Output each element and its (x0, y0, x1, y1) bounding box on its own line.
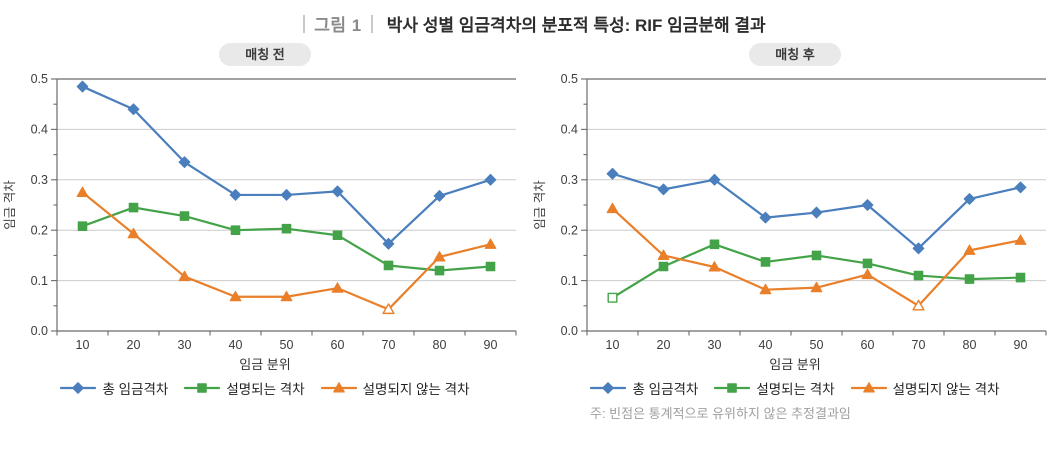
x-axis-tick-labels: 10 20 30 40 50 60 70 80 90 (76, 338, 498, 352)
legend-item-unexplained: 설명되지 않는 격차 (320, 378, 470, 398)
y-axis-tick-labels: 0.0 0.1 0.2 0.3 0.4 0.5 (31, 72, 48, 338)
legend-label-unexplained: 설명되지 않는 격차 (892, 382, 1000, 397)
title-divider-left (303, 14, 306, 33)
svg-text:20: 20 (127, 338, 141, 352)
y-axis-title: 임금 격차 (533, 180, 547, 230)
gridlines (57, 128, 516, 282)
total-gap-diamond-marker-icon (60, 382, 97, 394)
y-axis-title: 임금 격차 (3, 180, 17, 230)
x-axis-ticks (586, 331, 1047, 336)
explained-gap-square-marker-icon (184, 383, 221, 393)
unexplained-gap-triangle-marker-icon (320, 382, 357, 393)
y-axis-ticks (581, 78, 587, 332)
svg-text:0.2: 0.2 (31, 223, 48, 237)
x-axis-title-after: 임금 분위 (769, 357, 821, 372)
legend-label-total: 총 임금격차 (632, 382, 699, 397)
line-chart-after-matching: 0.0 0.1 0.2 0.3 0.4 0.5 10 20 30 40 50 60 70 80 90 임금 격… (533, 72, 1047, 352)
legend-item-explained: 설명되는 격차 (714, 378, 835, 398)
svg-text:50: 50 (280, 338, 294, 352)
svg-text:40: 40 (229, 338, 243, 352)
series-markers-explained (77, 202, 496, 276)
legend-label-unexplained: 설명되지 않는 격차 (362, 382, 470, 397)
svg-text:70: 70 (912, 338, 926, 352)
y-axis-tick-labels: 0.0 0.1 0.2 0.3 0.4 0.5 (561, 72, 578, 338)
svg-text:60: 60 (861, 338, 875, 352)
svg-text:80: 80 (433, 338, 447, 352)
svg-text:70: 70 (382, 338, 396, 352)
chart-panel-before-matching: 매칭 전 0.0 0.1 0.2 0.3 0.4 0.5 10 20 30 40 50 60 70 80 9… (0, 43, 530, 422)
legend-item-total: 총 임금격차 (60, 378, 168, 398)
svg-text:10: 10 (76, 338, 90, 352)
line-chart-before-matching: 0.0 0.1 0.2 0.3 0.4 0.5 10 20 30 40 50 60 70 80 90 임금 격… (3, 72, 517, 352)
svg-text:0.0: 0.0 (31, 324, 48, 338)
svg-text:60: 60 (331, 338, 345, 352)
series-markers-explained (607, 239, 1026, 303)
svg-text:0.5: 0.5 (561, 72, 578, 86)
svg-text:0.3: 0.3 (31, 173, 48, 187)
svg-text:20: 20 (657, 338, 671, 352)
svg-text:40: 40 (759, 338, 773, 352)
total-gap-diamond-marker-icon (590, 382, 627, 394)
svg-text:30: 30 (708, 338, 722, 352)
unexplained-gap-triangle-marker-icon (850, 382, 887, 393)
svg-text:0.1: 0.1 (31, 274, 48, 288)
panel-badge-after: 매칭 후 (749, 43, 841, 66)
svg-text:0.0: 0.0 (561, 324, 578, 338)
figure-number-label: 그림 1 (314, 16, 362, 35)
svg-text:0.4: 0.4 (31, 123, 48, 137)
panel-badge-before: 매칭 전 (219, 43, 311, 66)
svg-text:90: 90 (484, 338, 498, 352)
legend-after: 총 임금격차 설명되는 격차 설명되지 않는 격차 (590, 378, 1000, 398)
legend-item-unexplained: 설명되지 않는 격차 (850, 378, 1000, 398)
series-markers-total (76, 80, 497, 250)
x-axis-title-before: 임금 분위 (239, 357, 291, 372)
figure-title-row: 그림 1 박사 성별 임금격차의 분포적 특성: RIF 임금분해 결과 (0, 0, 1060, 36)
svg-text:90: 90 (1014, 338, 1028, 352)
legend-item-total: 총 임금격차 (590, 378, 698, 398)
y-axis-ticks (51, 78, 57, 332)
series-markers-unexplained (606, 202, 1027, 311)
footnote: 주: 빈점은 통계적으로 유위하지 않은 추정결과임 (590, 406, 851, 421)
legend-label-total: 총 임금격차 (102, 382, 169, 397)
svg-text:50: 50 (810, 338, 824, 352)
svg-text:0.4: 0.4 (561, 123, 578, 137)
x-axis-ticks (56, 331, 517, 336)
charts-row: 매칭 전 0.0 0.1 0.2 0.3 0.4 0.5 10 20 30 40 50 60 70 80 9… (0, 43, 1060, 422)
svg-text:80: 80 (963, 338, 977, 352)
legend-label-explained: 설명되는 격차 (756, 382, 835, 397)
chart-panel-after-matching: 매칭 후 0.0 0.1 0.2 0.3 0.4 0.5 10 20 30 40 50 60 70 80 9… (530, 43, 1060, 422)
axes (586, 78, 1046, 332)
svg-text:0.2: 0.2 (561, 223, 578, 237)
explained-gap-square-marker-icon (714, 383, 751, 393)
svg-text:0.3: 0.3 (561, 173, 578, 187)
series-line-explained (81, 206, 492, 272)
series-markers-total (606, 167, 1027, 255)
legend-before: 총 임금격차 설명되는 격차 설명되지 않는 격차 (60, 378, 470, 398)
svg-text:0.1: 0.1 (561, 274, 578, 288)
legend-item-explained: 설명되는 격차 (184, 378, 305, 398)
x-axis-tick-labels: 10 20 30 40 50 60 70 80 90 (606, 338, 1028, 352)
gridlines (587, 128, 1046, 282)
figure-title: 박사 성별 임금격차의 분포적 특성: RIF 임금분해 결과 (386, 16, 766, 35)
series-line-total (81, 85, 492, 245)
svg-text:30: 30 (178, 338, 192, 352)
svg-text:10: 10 (606, 338, 620, 352)
title-divider-right (370, 14, 373, 33)
series-markers-unexplained (76, 186, 497, 315)
svg-text:0.5: 0.5 (31, 72, 48, 86)
legend-label-explained: 설명되는 격차 (226, 382, 305, 397)
